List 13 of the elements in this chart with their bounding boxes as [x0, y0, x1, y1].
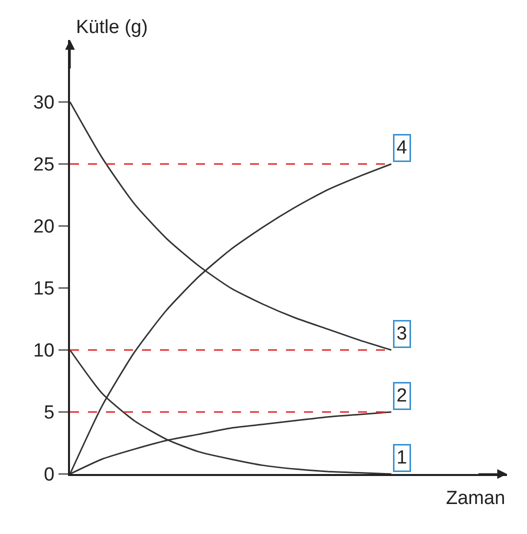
y-tick-label: 20 [33, 216, 54, 238]
y-tick-label: 5 [44, 402, 54, 424]
y-tick-label: 30 [33, 92, 54, 114]
y-axis-title: Kütle (g) [76, 17, 148, 38]
series-label: 1 [396, 448, 408, 468]
y-tick-label: 10 [33, 340, 54, 362]
series-label: 3 [396, 324, 408, 344]
y-tick-label: 0 [44, 464, 54, 486]
y-tick-label: 15 [33, 278, 54, 300]
series-label: 2 [396, 386, 408, 406]
y-tick-label: 25 [33, 154, 54, 176]
x-axis-title: Zaman [446, 488, 506, 509]
series-label: 4 [396, 138, 408, 158]
